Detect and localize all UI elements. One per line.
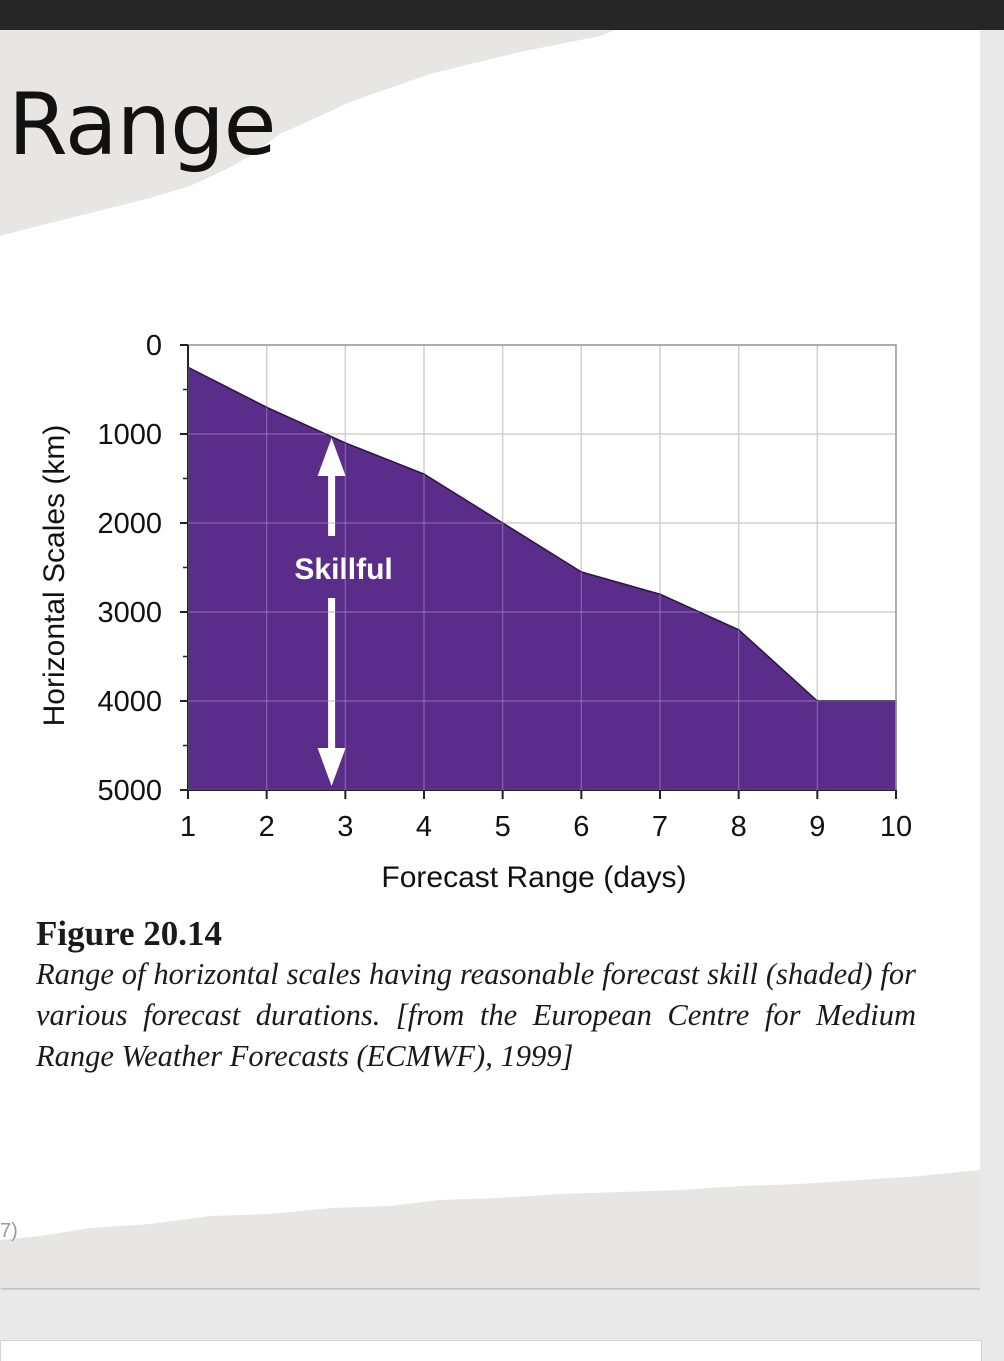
y-tick-label-2: 2000 bbox=[97, 508, 162, 540]
arrow-head-up bbox=[317, 438, 346, 476]
skillful-label: Skillful bbox=[294, 553, 392, 586]
slide-title: Range bbox=[8, 75, 277, 175]
x-tick-label-5: 6 bbox=[573, 811, 589, 843]
x-tick-label-3: 4 bbox=[416, 811, 432, 843]
x-tick-label-1: 2 bbox=[259, 811, 275, 843]
x-tick-label-4: 5 bbox=[495, 811, 511, 843]
x-tick-label-7: 8 bbox=[731, 811, 747, 843]
y-tick-label-0: 0 bbox=[146, 330, 162, 362]
x-tick-label-8: 9 bbox=[809, 811, 825, 843]
top-toolbar bbox=[0, 0, 1004, 30]
y-tick-label-5: 5000 bbox=[97, 775, 162, 807]
torn-paper-bottom bbox=[0, 1170, 980, 1288]
y-ticks: 0 1000 2000 3000 4000 5000 bbox=[97, 330, 188, 807]
y-tick-label-4: 4000 bbox=[97, 686, 162, 718]
x-tick-label-9: 10 bbox=[880, 811, 912, 843]
arrow-head-down bbox=[317, 748, 346, 786]
y-axis-label: Horizontal Scales (km) bbox=[38, 425, 71, 727]
right-gutter bbox=[980, 30, 1004, 1361]
torn-paper-top bbox=[0, 30, 615, 236]
x-axis-label: Forecast Range (days) bbox=[381, 861, 686, 894]
x-tick-label-0: 1 bbox=[180, 811, 196, 843]
forecast-skill-chart: 0 1000 2000 3000 4000 5000 1 2 3 4 5 6 7 8 9 10 Skillf… bbox=[38, 330, 912, 894]
x-tick-label-2: 3 bbox=[337, 811, 353, 843]
figure-caption: Figure 20.14 Range of horizontal scales … bbox=[36, 914, 916, 1077]
caption-title: Figure 20.14 bbox=[36, 914, 223, 953]
caption-body: Range of horizontal scales having reason… bbox=[36, 957, 916, 1074]
x-ticks: 1 2 3 4 5 6 7 8 9 10 bbox=[180, 790, 912, 843]
next-slide-thumbnail[interactable] bbox=[0, 1340, 982, 1361]
page-number: 7) bbox=[0, 1220, 18, 1242]
torn-paper-decoration bbox=[0, 30, 980, 1288]
y-tick-label-1: 1000 bbox=[97, 419, 162, 451]
skillful-arrow bbox=[317, 438, 346, 786]
x-tick-label-6: 7 bbox=[652, 811, 668, 843]
slide: Range 0 1000 2000 3000 4000 5000 1 2 3 4 5 6 7 8 9 10 … bbox=[0, 30, 980, 1288]
y-tick-label-3: 3000 bbox=[97, 597, 162, 629]
